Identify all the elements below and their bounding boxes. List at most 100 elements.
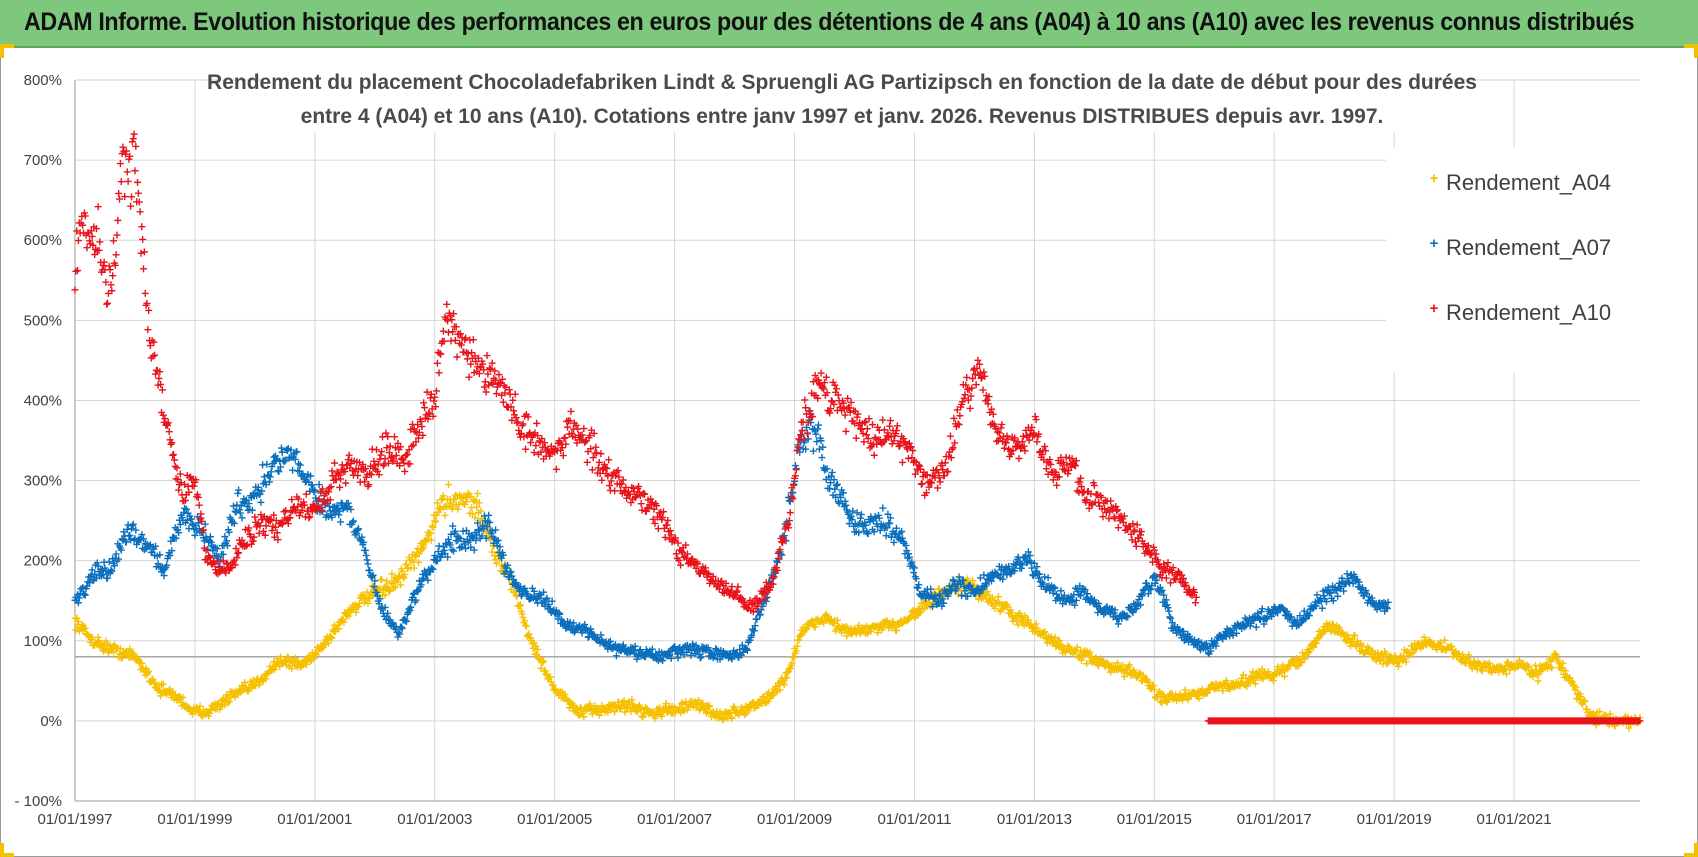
rendement-a10-point xyxy=(117,178,125,186)
rendement-a04-point xyxy=(1227,684,1235,692)
rendement-a07-point xyxy=(91,570,99,578)
rendement-a04-point xyxy=(1279,661,1287,669)
rendement-a10-point xyxy=(137,249,145,257)
rendement-a04-point xyxy=(410,564,418,572)
rendement-a04-point xyxy=(769,691,777,699)
rendement-a10-point xyxy=(439,327,447,335)
rendement-a04-point xyxy=(1343,631,1351,639)
rendement-a04-point xyxy=(463,494,471,502)
rendement-a04-point xyxy=(462,498,470,506)
rendement-a10-point xyxy=(933,466,941,474)
rendement-a04-point xyxy=(1145,678,1153,686)
rendement-a10-point xyxy=(1114,524,1122,532)
y-tick-label: 800% xyxy=(24,72,62,89)
rendement-a10-point xyxy=(605,456,613,464)
rendement-a04-point xyxy=(772,683,780,691)
rendement-a04-point xyxy=(391,583,399,591)
rendement-a10-point xyxy=(144,326,152,334)
rendement-a10-point xyxy=(110,237,118,245)
rendement-a10-point xyxy=(114,216,122,224)
rendement-a07-point xyxy=(107,566,115,574)
rendement-a04-point xyxy=(420,543,428,551)
rendement-a10-point xyxy=(403,450,411,458)
rendement-a10-point xyxy=(1099,513,1107,521)
rendement-a04-point xyxy=(401,571,409,579)
rendement-a07-point xyxy=(1165,607,1173,615)
rendement-a07-point xyxy=(160,572,168,580)
rendement-a04-point xyxy=(176,692,184,700)
rendement-a07-point xyxy=(123,525,131,533)
rendement-a04-point xyxy=(1572,683,1580,691)
rendement-a04-point xyxy=(327,633,335,641)
rendement-a10-point xyxy=(483,352,491,360)
rendement-a10-point xyxy=(728,583,736,591)
rendement-a10-point xyxy=(134,189,142,197)
rendement-a07-point xyxy=(93,559,101,567)
rendement-a04-point xyxy=(118,654,126,662)
rendement-a07-point xyxy=(927,585,935,593)
rendement-a04-point xyxy=(1298,659,1306,667)
rendement-a04-point xyxy=(321,641,329,649)
rendement-a10-point xyxy=(113,231,121,239)
rendement-a10-point xyxy=(951,439,959,447)
rendement-a04-point xyxy=(1016,609,1024,617)
rendement-a04-point xyxy=(1394,662,1402,670)
rendement-a04-point xyxy=(150,678,158,686)
rendement-a10-point xyxy=(401,467,409,475)
rendement-a07-point xyxy=(809,447,817,455)
rendement-a04-point xyxy=(658,712,666,720)
rendement-a07-point xyxy=(812,430,820,438)
rendement-a04-point xyxy=(678,699,686,707)
rendement-a07-point xyxy=(182,505,190,513)
rendement-a04-point xyxy=(426,529,434,537)
rendement-a04-point xyxy=(1502,670,1510,678)
rendement-a10-point xyxy=(997,424,1005,432)
rendement-a10-point xyxy=(104,299,112,307)
rendement-a04-point xyxy=(1050,637,1058,645)
rendement-a07-point xyxy=(1139,586,1147,594)
y-tick-label: 200% xyxy=(24,553,62,570)
rendement-a10-point xyxy=(169,451,177,459)
rendement-a10-point xyxy=(852,434,860,442)
rendement-a10-point xyxy=(251,513,259,521)
rendement-a04-point xyxy=(262,675,270,683)
rendement-a10-point xyxy=(1132,542,1140,550)
rendement-a04-point xyxy=(1113,659,1121,667)
rendement-a10-point xyxy=(597,450,605,458)
rendement-a10-point xyxy=(420,404,428,412)
rendement-a07-point xyxy=(225,528,233,536)
rendement-a10-point xyxy=(130,130,138,138)
rendement-a07-point xyxy=(955,573,963,581)
rendement-a10-point xyxy=(391,433,399,441)
rendement-a04-point xyxy=(516,602,524,610)
rendement-a04-point xyxy=(635,701,643,709)
rendement-a04-point xyxy=(1195,694,1203,702)
rendement-a04-point xyxy=(1057,641,1065,649)
rendement-a04-point xyxy=(1219,687,1227,695)
rendement-a04-point xyxy=(1568,678,1576,686)
rendement-a04-point xyxy=(1529,672,1537,680)
rendement-a10-point xyxy=(1041,442,1049,450)
rendement-a10-point xyxy=(552,465,560,473)
rendement-a07-point xyxy=(87,571,95,579)
rendement-a10-point xyxy=(567,407,575,415)
rendement-a10-point xyxy=(792,466,800,474)
rendement-a07-point xyxy=(236,509,244,517)
rendement-a04-point xyxy=(1297,658,1305,666)
rendement-a04-point xyxy=(874,629,882,637)
rendement-a07-point xyxy=(904,550,912,558)
rendement-a07-point xyxy=(1252,623,1260,631)
rendement-a04-point xyxy=(432,518,440,526)
rendement-a04-point xyxy=(438,496,446,504)
rendement-a04-point xyxy=(395,572,403,580)
rendement-a10-point xyxy=(171,462,179,470)
rendement-a04-point xyxy=(843,632,851,640)
rendement-a04-point xyxy=(428,522,436,530)
rendement-a10-point xyxy=(833,385,841,393)
rendement-a10-point xyxy=(863,425,871,433)
rendement-a10-point xyxy=(509,396,517,404)
rendement-a10-point xyxy=(173,464,181,472)
rendement-a04-point xyxy=(964,575,972,583)
rendement-a04-point xyxy=(1532,666,1540,674)
rendement-a10-point xyxy=(136,208,144,216)
